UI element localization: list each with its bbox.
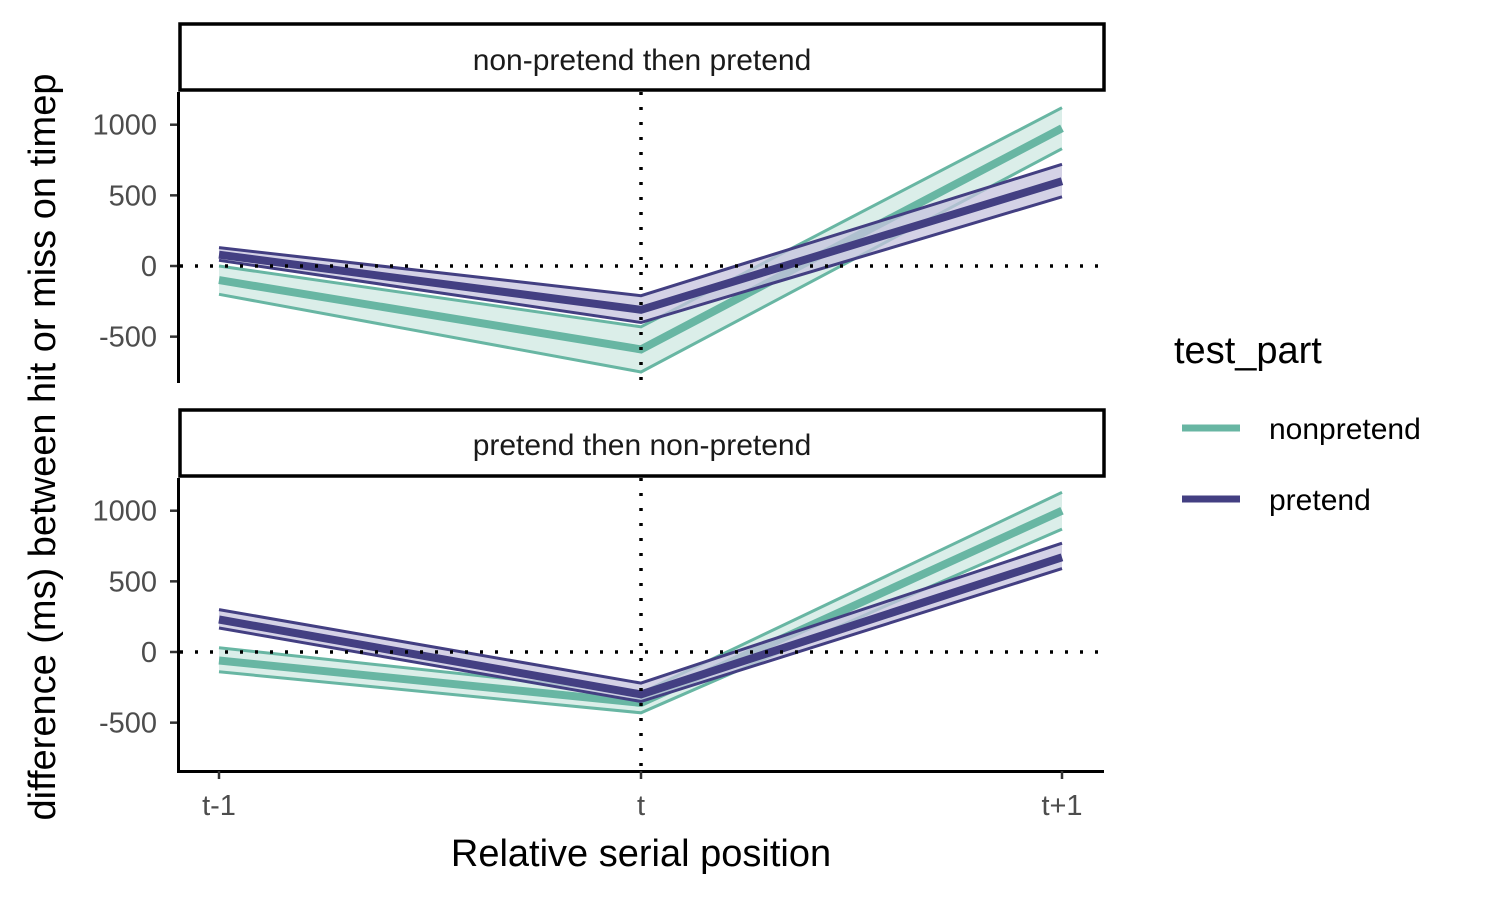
strip-box-top	[178, 22, 1106, 92]
strip-box-bottom	[178, 408, 1106, 478]
legend-label-pretend: pretend	[1269, 484, 1371, 517]
x-tick-label: t+1	[1041, 790, 1082, 822]
legend: test_part nonpretend pretend	[1174, 330, 1421, 517]
y-axis-title: difference (ms) between hit or miss on t…	[22, 74, 64, 821]
ci-lower-pretend-top	[218, 195, 1063, 325]
ci-lower-pretend-bottom	[218, 567, 1063, 704]
ci-upper-pretend-bottom	[218, 541, 1063, 685]
strip-label-top: non-pretend then pretend	[473, 44, 812, 77]
legend-title: test_part	[1174, 330, 1322, 372]
y-tick-label-bottom: 500	[109, 566, 157, 598]
y-tick-label-top: 500	[109, 180, 157, 212]
ribbon-nonpretend-top	[219, 107, 1062, 372]
panel-top: non-pretend then pretend -500 0 500 1000	[92, 22, 1106, 383]
y-tick-label-top: 1000	[92, 110, 157, 142]
x-tick-label: t	[637, 790, 645, 822]
panel-bottom: pretend then non-pretend -500 0 500 1000	[92, 408, 1106, 771]
plot-area-bottom: -500 0 500 1000	[92, 478, 1104, 771]
legend-label-nonpretend: nonpretend	[1269, 413, 1421, 446]
x-tick-label: t-1	[202, 790, 236, 822]
y-tick-label-bottom: -500	[99, 708, 157, 740]
ci-upper-nonpretend-top	[218, 106, 1063, 329]
y-tick-label-bottom: 1000	[92, 496, 157, 528]
ci-upper-pretend-top	[218, 162, 1063, 298]
y-tick-label-top: -500	[99, 322, 157, 354]
x-axis-title: Relative serial position	[451, 833, 831, 875]
plot-area-top: -500 0 500 1000	[92, 92, 1104, 383]
y-tick-label-bottom: 0	[141, 637, 157, 669]
x-axis: t-1 t t+1	[177, 770, 1104, 822]
strip-label-bottom: pretend then non-pretend	[473, 429, 812, 462]
y-tick-label-top: 0	[141, 251, 157, 283]
ribbon-pretend-bottom	[219, 543, 1062, 702]
